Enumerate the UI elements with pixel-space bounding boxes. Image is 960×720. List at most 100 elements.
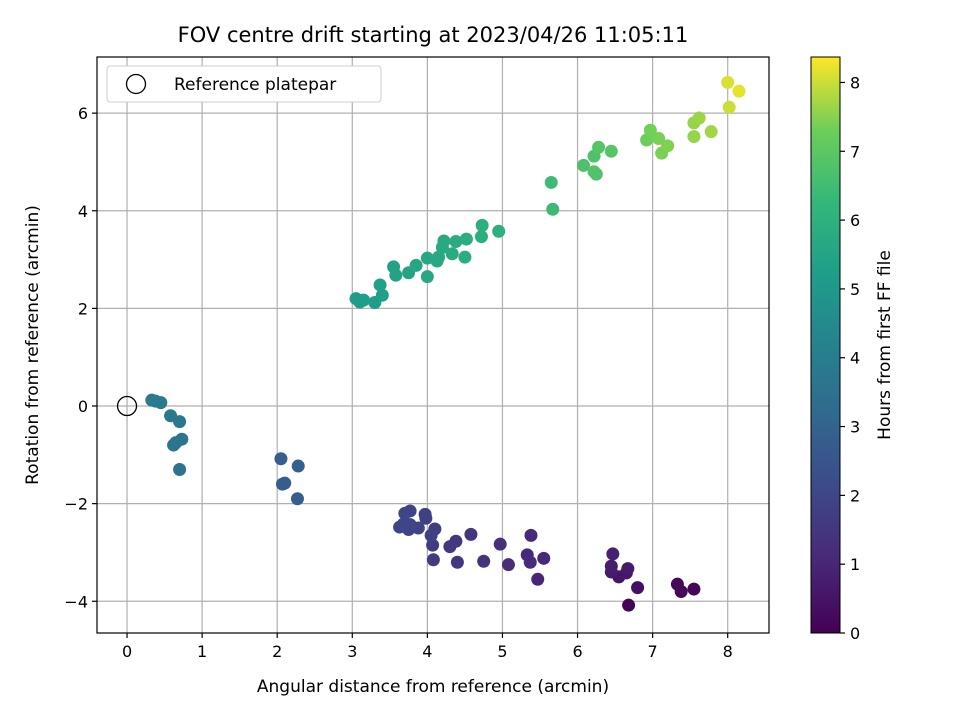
colorbar-tick-label: 2 [850,486,860,505]
x-tick-label: 5 [497,642,507,661]
data-point [544,175,558,189]
data-point [432,250,446,264]
data-point [524,528,538,542]
data-point [420,251,434,265]
data-point [732,84,746,98]
data-point [493,537,507,551]
legend-box [106,65,382,103]
data-point [520,548,534,562]
x-tick-label: 2 [272,642,282,661]
data-point [403,504,417,518]
x-tick-label: 3 [347,642,357,661]
data-point [604,559,618,573]
x-tick-label: 6 [572,642,582,661]
data-point [458,250,472,264]
legend-marker [125,73,147,95]
legend: Reference platepar [106,65,382,103]
data-point [606,547,620,561]
data-point [373,278,387,292]
data-point [274,452,288,466]
data-point [464,527,478,541]
y-tick-label: 6 [78,104,88,123]
data-point [420,270,434,284]
x-axis-ticks: 0 1 2 3 4 5 6 7 8 [122,633,733,661]
plot-frame [96,56,770,634]
data-point [670,577,684,591]
colorbar-tick-label: 0 [850,624,860,643]
y-tick-label: 4 [78,202,88,221]
data-point [477,554,491,568]
y-tick-label: −4 [64,592,88,611]
data-point [175,432,189,446]
data-point [173,462,187,476]
colorbar-tick-label: 3 [850,418,860,437]
legend-entry-reference: Reference platepar [174,75,336,95]
data-point [643,123,657,137]
data-point [424,528,438,542]
data-point [661,139,675,153]
colorbar-tick-label: 5 [850,280,860,299]
y-axis-ticks: −4 −2 0 2 4 6 [64,104,97,611]
data-point [396,517,410,531]
colorbar: 0 1 2 3 4 5 6 7 8 Hours from first FF file [810,56,895,643]
y-tick-label: −2 [64,495,88,514]
colorbar-tick-label: 7 [850,142,860,161]
data-point [449,235,463,249]
data-point [419,511,433,525]
colorbar-tick-label: 6 [850,211,860,230]
data-point [537,551,551,565]
data-point [589,167,603,181]
x-tick-label: 4 [422,642,432,661]
data-point [621,562,635,576]
data-point [604,144,618,158]
grid-lines [97,57,769,633]
data-point [577,158,591,172]
data-point [722,100,736,114]
colorbar-tick-label: 1 [850,555,860,574]
data-point [437,234,451,248]
data-point [622,598,636,612]
data-points [145,75,746,612]
data-point [652,132,666,146]
data-point [474,230,488,244]
x-tick-label: 0 [122,642,132,661]
data-point [357,293,371,307]
data-point [409,258,423,272]
data-point [692,111,706,125]
data-point [631,581,645,595]
data-point [546,202,560,216]
data-point [278,476,292,490]
data-point [687,582,701,596]
reference-point-marker [116,395,138,417]
x-tick-label: 1 [197,642,207,661]
y-tick-label: 0 [78,397,88,416]
data-point [640,133,654,147]
data-point [387,260,401,274]
data-point [704,125,718,139]
y-axis-label: Rotation from reference (arcmin) [23,205,43,485]
data-point [375,288,389,302]
data-point [291,459,305,473]
data-point [687,130,701,144]
data-point [445,247,459,261]
data-point [145,393,159,407]
data-point [492,224,506,238]
data-point [501,558,515,572]
data-point [450,555,464,569]
chart-title: FOV centre drift starting at 2023/04/26 … [178,23,689,47]
colorbar-tick-label: 4 [850,349,860,368]
data-point [531,572,545,586]
x-tick-label: 8 [723,642,733,661]
colorbar-tick-label: 8 [850,73,860,92]
x-axis-label: Angular distance from reference (arcmin) [257,677,609,697]
data-point [721,75,735,89]
colorbar-label: Hours from first FF file [875,250,895,440]
x-tick-label: 7 [648,642,658,661]
colorbar-ticks: 0 1 2 3 4 5 6 7 8 [840,73,860,643]
y-tick-label: 2 [78,299,88,318]
data-point [164,409,178,423]
data-point [592,140,606,154]
data-point [459,232,473,246]
data-point [443,540,457,554]
